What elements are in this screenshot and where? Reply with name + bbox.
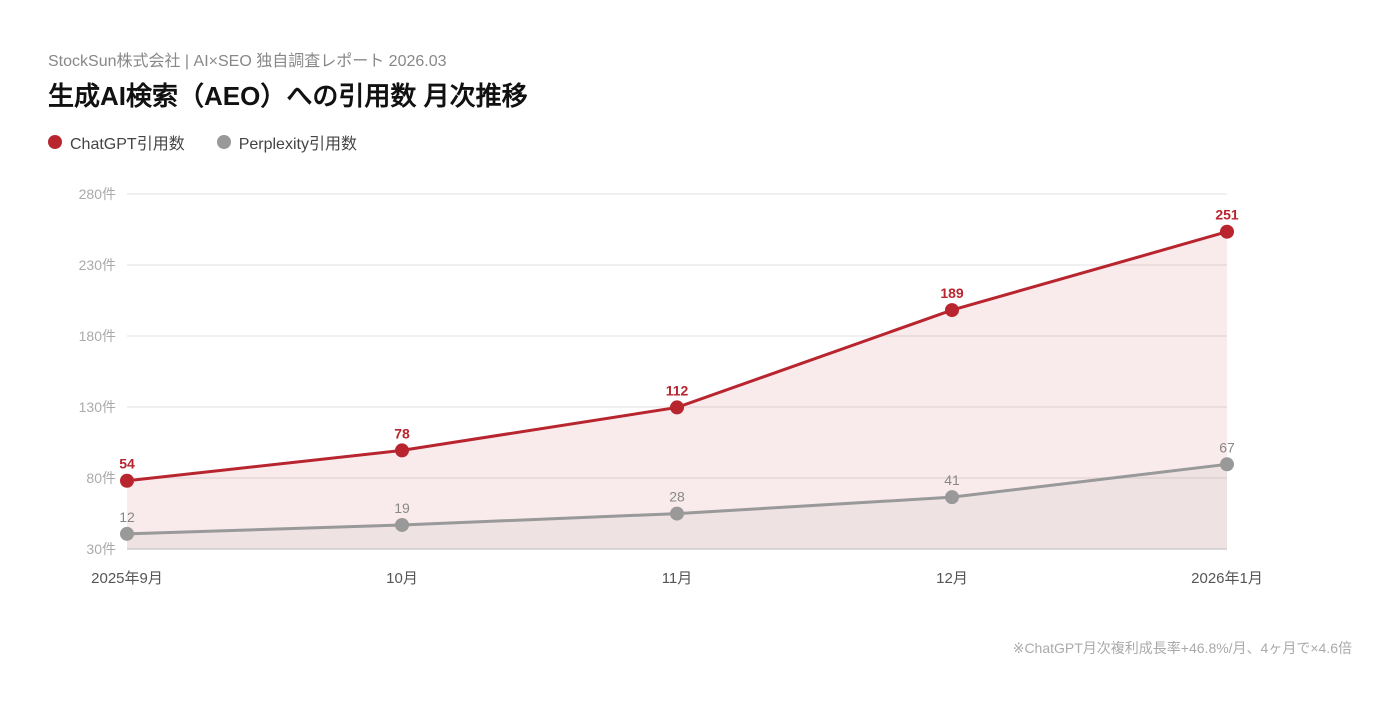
y-tick-label: 280件 bbox=[79, 186, 116, 202]
data-point[interactable] bbox=[945, 303, 959, 318]
y-tick-label: 130件 bbox=[79, 399, 116, 415]
chart-legend: ChatGPT引用数 Perplexity引用数 bbox=[48, 130, 389, 154]
data-point[interactable] bbox=[670, 400, 684, 415]
data-label: 12 bbox=[119, 509, 135, 525]
y-tick-label: 80件 bbox=[86, 470, 116, 486]
legend-label: ChatGPT引用数 bbox=[70, 136, 185, 153]
data-point[interactable] bbox=[945, 490, 959, 505]
data-point[interactable] bbox=[120, 473, 134, 488]
data-point[interactable] bbox=[395, 517, 409, 532]
x-tick-label: 2025年9月 bbox=[91, 570, 163, 587]
data-label: 112 bbox=[666, 382, 689, 398]
data-label: 19 bbox=[394, 500, 410, 516]
report-subtitle: StockSun株式会社 | AI×SEO 独自調査レポート 2026.03 bbox=[48, 53, 447, 70]
data-point[interactable] bbox=[120, 526, 134, 541]
data-label: 251 bbox=[1215, 207, 1239, 223]
data-point[interactable] bbox=[1220, 457, 1234, 472]
legend-label: Perplexity引用数 bbox=[238, 136, 357, 153]
data-label: 28 bbox=[669, 489, 685, 505]
legend-item-chatgpt: ChatGPT引用数 bbox=[48, 130, 185, 154]
legend-dot-icon bbox=[48, 135, 62, 149]
y-tick-label: 180件 bbox=[79, 328, 116, 344]
data-label: 54 bbox=[119, 456, 135, 472]
data-point[interactable] bbox=[670, 506, 684, 521]
footnote: ※ChatGPT月次複利成長率+46.8%/月、4ヶ月で×4.6倍 bbox=[1012, 640, 1352, 656]
data-point[interactable] bbox=[1220, 224, 1234, 239]
x-tick-label: 10月 bbox=[386, 570, 418, 587]
data-label: 67 bbox=[1219, 439, 1235, 455]
x-tick-label: 12月 bbox=[936, 570, 968, 587]
data-point[interactable] bbox=[395, 443, 409, 458]
y-tick-label: 230件 bbox=[79, 257, 116, 273]
x-tick-label: 2026年1月 bbox=[1191, 570, 1263, 587]
x-tick-label: 11月 bbox=[662, 570, 693, 587]
data-label: 189 bbox=[940, 285, 964, 301]
data-label: 41 bbox=[944, 472, 960, 488]
y-tick-label: 30件 bbox=[86, 541, 116, 557]
chart-title: 生成AI検索（AEO）への引用数 月次推移 bbox=[48, 81, 528, 111]
legend-item-perplexity: Perplexity引用数 bbox=[216, 130, 357, 154]
data-label: 78 bbox=[394, 425, 410, 441]
legend-dot-icon bbox=[216, 135, 231, 149]
